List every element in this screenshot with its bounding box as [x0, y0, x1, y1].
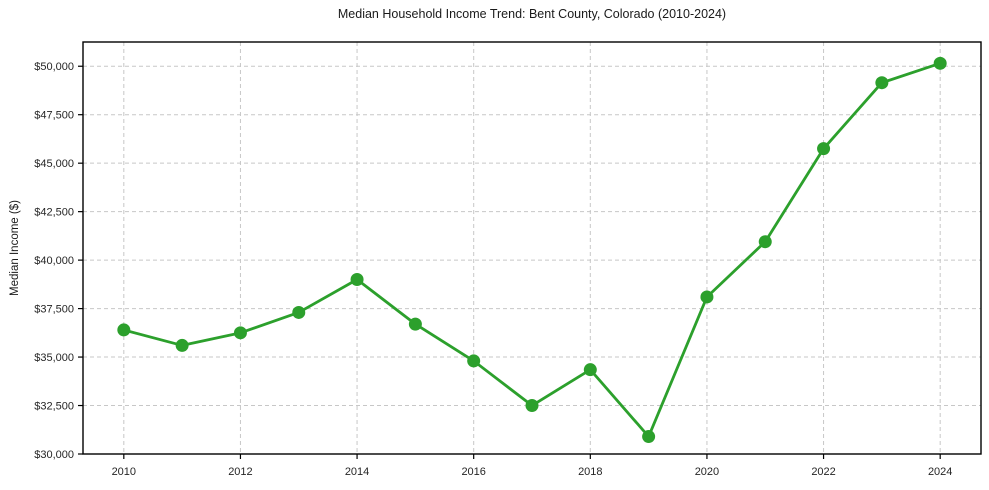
y-tick-label: $42,500: [34, 207, 74, 219]
x-tick-label: 2018: [578, 466, 602, 478]
x-tick-label: 2016: [461, 466, 485, 478]
y-tick-label: $35,000: [34, 352, 74, 364]
x-tick-label: 2022: [811, 466, 835, 478]
y-tick-label: $47,500: [34, 110, 74, 122]
y-tick-label: $32,500: [34, 401, 74, 413]
data-point-marker: [175, 338, 189, 352]
data-point-marker: [350, 273, 364, 287]
y-tick-label: $37,500: [34, 304, 74, 316]
y-tick-label: $45,000: [34, 158, 74, 170]
y-tick-label: $30,000: [34, 449, 74, 461]
data-point-marker: [817, 142, 831, 156]
data-point-marker: [700, 290, 714, 304]
income-trend-line: [122, 61, 942, 438]
data-point-marker: [525, 399, 539, 413]
y-tick-label: $50,000: [34, 61, 74, 73]
x-tick-label: 2012: [228, 466, 252, 478]
data-point-marker: [467, 354, 481, 368]
data-point-marker: [642, 430, 656, 444]
data-point-marker: [875, 76, 889, 90]
x-tick-label: 2014: [345, 466, 369, 478]
data-point-marker: [292, 305, 306, 319]
data-point-marker: [233, 326, 247, 340]
x-tick-label: 2024: [928, 466, 952, 478]
data-point-marker: [408, 317, 422, 331]
data-point-marker: [758, 235, 772, 249]
data-point-marker: [933, 56, 947, 70]
data-point-marker: [117, 323, 131, 337]
x-tick-label: 2020: [695, 466, 719, 478]
y-tick-label: $40,000: [34, 255, 74, 267]
x-tick-label: 2010: [112, 466, 136, 478]
plot-border: [82, 41, 982, 455]
chart-title: Median Household Income Trend: Bent Coun…: [337, 7, 727, 21]
data-point-marker: [583, 363, 597, 377]
